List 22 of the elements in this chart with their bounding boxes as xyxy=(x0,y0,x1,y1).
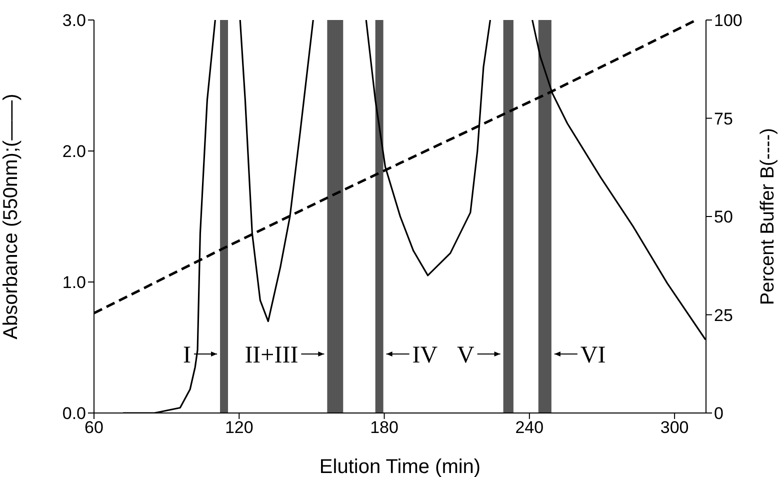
y-tick-label: 2.0 xyxy=(62,142,86,162)
y2-tick-label: 25 xyxy=(714,306,733,325)
annotation: V xyxy=(456,342,475,368)
x-tick-label: 300 xyxy=(660,418,689,438)
x-axis-title: Elution Time (min) xyxy=(319,456,481,477)
annotation: IV xyxy=(412,342,438,368)
x-tick-label: 60 xyxy=(84,418,104,438)
y-tick-label: 1.0 xyxy=(62,273,86,292)
y2-axis-title: Percent Buffer B(----) xyxy=(758,128,779,306)
x-tick-label: 240 xyxy=(515,418,544,438)
x-tick-label: 180 xyxy=(370,418,398,438)
y2-tick-label: 50 xyxy=(714,208,733,227)
y2-tick-label: 100 xyxy=(714,11,742,30)
y-tick-label: 0.0 xyxy=(62,404,86,424)
y-tick-label: 3.0 xyxy=(62,11,86,30)
y2-tick-label: 0 xyxy=(714,404,724,424)
x-tick-label: 120 xyxy=(224,418,254,438)
annotation: VI xyxy=(580,342,606,368)
annotation: I xyxy=(183,342,192,368)
annotation: II+III xyxy=(244,342,298,368)
y2-tick-label: 75 xyxy=(714,109,733,128)
y-axis-title: Absorbance (550nm);(——) xyxy=(0,94,22,340)
